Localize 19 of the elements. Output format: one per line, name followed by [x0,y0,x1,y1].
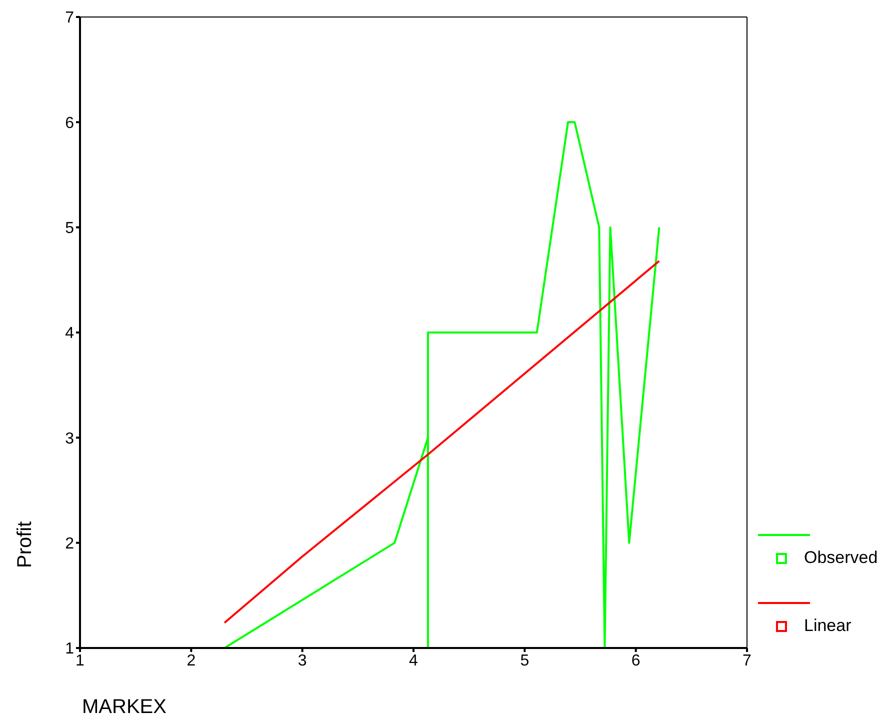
line-series [224,121,660,648]
x-tick-label: 6 [631,652,640,670]
y-tick-label: 1 [65,640,74,658]
x-tick-label: 3 [298,652,307,670]
line-series [224,260,660,624]
y-axis-title: Profit [14,521,37,568]
legend-label: Observed [804,548,878,568]
y-tick-label: 4 [65,325,74,342]
y-tick-label: 5 [65,220,74,238]
y-tick-label: 7 [65,10,74,27]
y-tick-label: 2 [65,536,74,553]
x-tick-label: 5 [520,652,530,670]
y-tick-label: 6 [65,114,74,132]
x-axis-title: MARKEX [82,696,166,719]
x-tick-label: 4 [409,652,418,670]
x-tick-label: 2 [186,652,196,670]
legend-label: Linear [804,616,852,636]
y-tick-label: 3 [65,430,74,448]
x-tick-label: 7 [742,652,752,670]
